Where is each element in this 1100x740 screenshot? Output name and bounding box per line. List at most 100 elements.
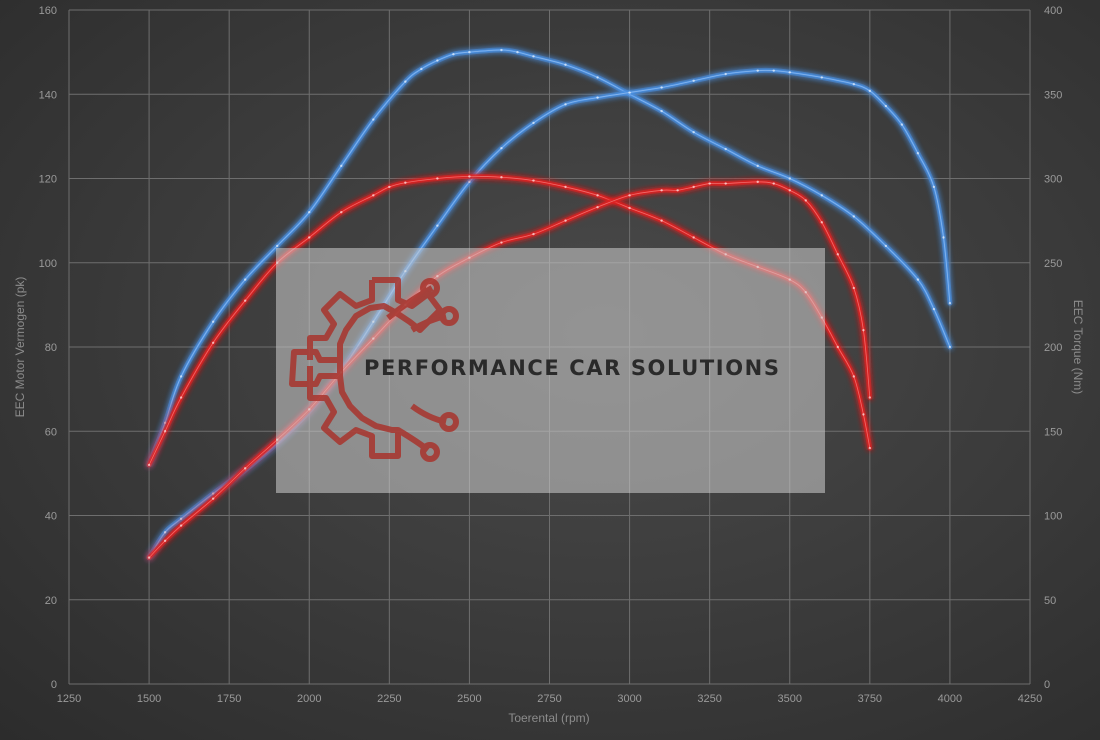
y-right-tick-label: 400 (1044, 5, 1062, 17)
data-point (660, 189, 663, 192)
data-point (500, 241, 503, 244)
data-point (942, 236, 945, 239)
data-point (660, 109, 663, 113)
data-point (147, 556, 151, 559)
watermark-panel (276, 248, 825, 493)
data-point (564, 219, 567, 222)
data-point (372, 194, 375, 197)
data-point (948, 301, 952, 305)
data-point (276, 244, 279, 248)
data-point (804, 199, 807, 202)
x-axis-title: Toerental (rpm) (508, 711, 589, 725)
data-point (211, 341, 215, 344)
x-tick-label: 2500 (457, 693, 481, 705)
data-point (452, 53, 455, 56)
data-point (852, 82, 856, 86)
data-point (564, 185, 567, 189)
data-point (868, 446, 872, 450)
data-point (862, 413, 865, 416)
data-point (852, 215, 856, 218)
data-point (500, 146, 503, 150)
data-point (756, 69, 759, 72)
data-point (948, 345, 952, 349)
y-axis-left-title: EEC Motor Vermogen (pk) (13, 277, 27, 418)
data-point (660, 86, 663, 89)
y-left-tick-label: 40 (45, 511, 57, 523)
data-point (243, 299, 247, 302)
data-point (708, 182, 711, 185)
y-right-tick-label: 100 (1044, 511, 1062, 523)
data-point (179, 396, 183, 399)
data-point (628, 91, 631, 94)
data-point (820, 194, 823, 197)
x-tick-label: 4000 (938, 693, 962, 705)
data-point (340, 211, 343, 214)
data-point (884, 244, 888, 248)
y-right-tick-label: 150 (1044, 426, 1062, 438)
data-point (147, 463, 151, 467)
data-point (340, 164, 343, 168)
data-point (404, 181, 407, 184)
data-point (179, 375, 183, 378)
data-point (836, 253, 839, 256)
data-point (932, 185, 936, 189)
data-point (820, 221, 823, 224)
x-tick-label: 2250 (377, 693, 401, 705)
data-point (660, 219, 663, 222)
data-point (692, 130, 695, 134)
data-point (596, 194, 599, 197)
x-tick-label: 2750 (537, 693, 561, 705)
data-point (532, 179, 535, 182)
tick-labels: 1250 1500 1750 2000 2250 2500 2750 3000 3250 3500… (39, 5, 1063, 705)
x-tick-label: 2000 (297, 693, 321, 705)
data-point (211, 497, 215, 500)
x-tick-label: 1750 (217, 693, 241, 705)
data-point (468, 180, 471, 184)
x-tick-label: 3250 (697, 693, 721, 705)
data-point (596, 96, 599, 99)
data-point (788, 189, 791, 192)
data-point (868, 396, 872, 399)
data-point (211, 492, 215, 495)
data-point (163, 430, 167, 433)
y-left-tick-label: 0 (51, 679, 57, 691)
data-point (500, 48, 503, 52)
data-point (163, 421, 167, 425)
brand-text: PERFORMANCE CAR SOLUTIONS (364, 356, 781, 380)
data-point (163, 539, 167, 542)
x-tick-label: 4250 (1018, 693, 1042, 705)
data-point (916, 152, 920, 155)
y-left-tick-label: 60 (45, 426, 57, 438)
data-point (916, 278, 920, 281)
data-point (692, 79, 695, 82)
gear-circuit-icon (289, 277, 459, 462)
x-tick-label: 3500 (778, 693, 802, 705)
data-point (820, 76, 823, 79)
y-right-tick-label: 200 (1044, 342, 1062, 354)
x-tick-label: 3000 (617, 693, 641, 705)
data-point (852, 375, 856, 378)
x-tick-label: 1250 (57, 693, 81, 705)
data-point (564, 103, 567, 106)
data-point (532, 232, 535, 236)
data-point (211, 320, 215, 323)
y-left-tick-label: 140 (39, 89, 57, 101)
y-left-tick-label: 80 (45, 342, 57, 354)
data-point (862, 328, 865, 332)
data-point (628, 206, 631, 210)
data-point (372, 118, 375, 121)
data-point (436, 59, 439, 62)
data-point (243, 278, 247, 281)
data-point (532, 55, 535, 58)
data-point (468, 175, 471, 178)
y-right-tick-label: 250 (1044, 258, 1062, 270)
watermark-logo: PERFORMANCE CAR SOLUTIONS (276, 248, 825, 493)
x-tick-label: 1500 (137, 693, 161, 705)
data-point (243, 467, 247, 470)
series-1 (146, 47, 953, 468)
data-point (884, 104, 888, 108)
data-point (836, 345, 839, 349)
data-point (772, 182, 775, 185)
data-point (564, 63, 567, 66)
